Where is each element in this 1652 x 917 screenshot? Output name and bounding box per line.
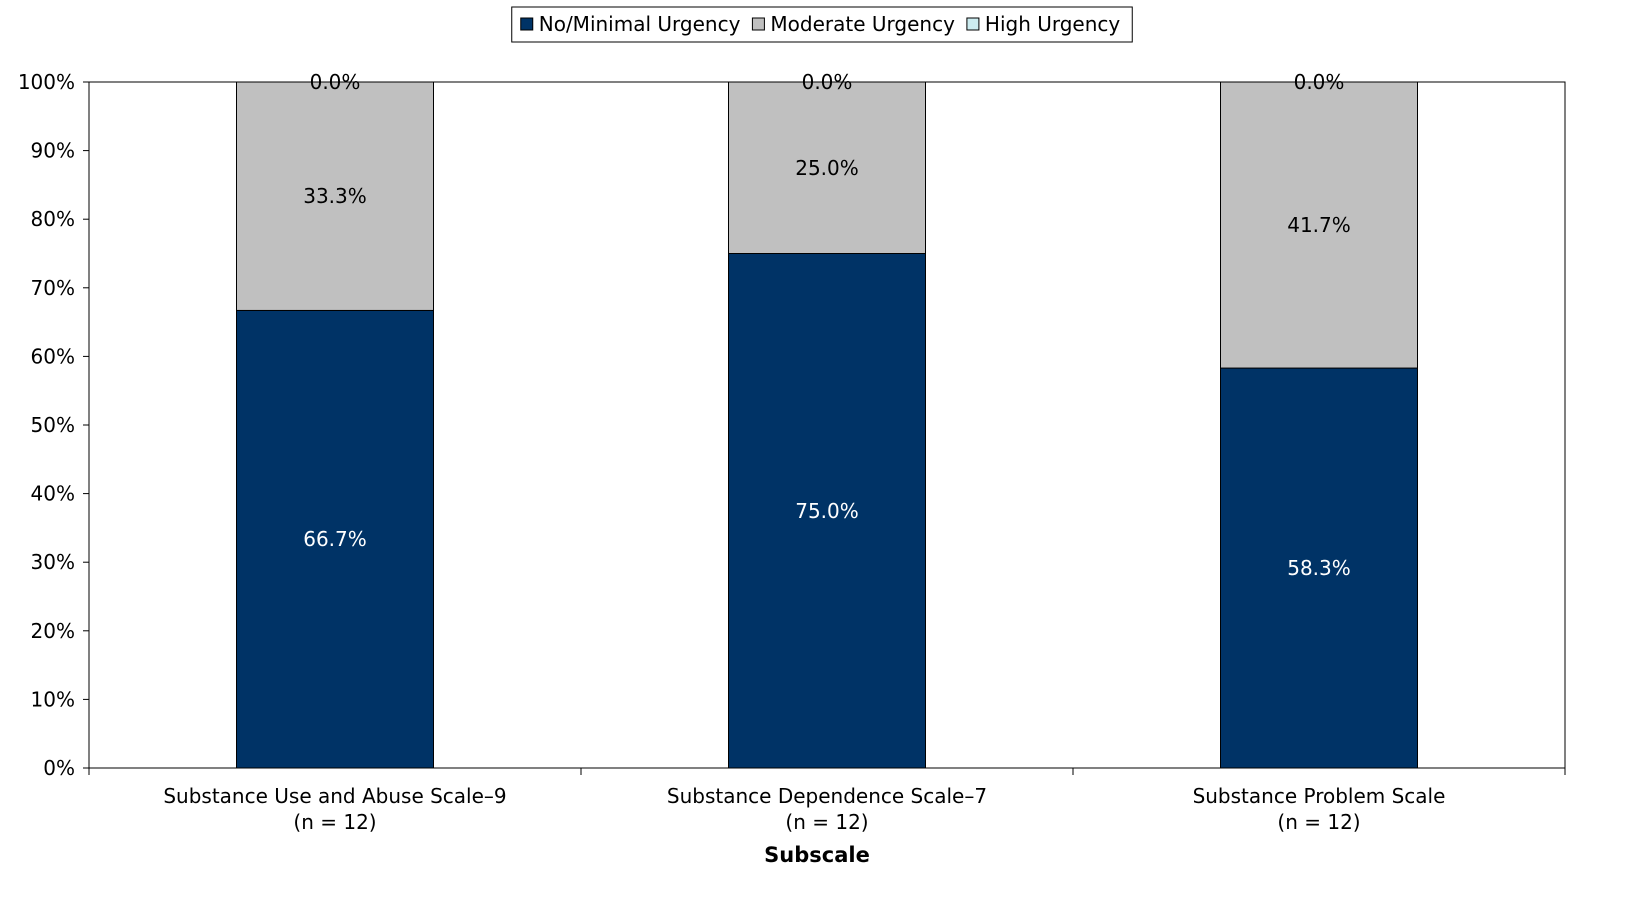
legend-label: Moderate Urgency <box>770 12 955 36</box>
legend-label: No/Minimal Urgency <box>539 12 741 36</box>
x-category-n-label: (n = 12) <box>785 810 868 834</box>
data-label: 33.3% <box>303 184 367 208</box>
y-tick-label: 20% <box>31 619 75 643</box>
y-tick-label: 50% <box>31 413 75 437</box>
x-category-label: Substance Dependence Scale–7 <box>667 784 987 808</box>
legend-swatch <box>752 18 764 30</box>
legend-swatch <box>967 18 979 30</box>
data-label: 41.7% <box>1287 213 1351 237</box>
data-label: 0.0% <box>802 70 853 94</box>
data-label: 0.0% <box>310 70 361 94</box>
x-category-label: Substance Problem Scale <box>1193 784 1446 808</box>
x-category-n-label: (n = 12) <box>1277 810 1360 834</box>
x-axis-title: Subscale <box>764 843 870 867</box>
y-tick-label: 10% <box>31 687 75 711</box>
y-tick-label: 40% <box>31 482 75 506</box>
y-tick-label: 70% <box>31 276 75 300</box>
data-label: 25.0% <box>795 156 859 180</box>
y-tick-label: 100% <box>18 70 75 94</box>
data-label: 0.0% <box>1294 70 1345 94</box>
y-tick-label: 80% <box>31 207 75 231</box>
x-category-n-label: (n = 12) <box>293 810 376 834</box>
legend-label: High Urgency <box>985 12 1121 36</box>
data-label: 58.3% <box>1287 556 1351 580</box>
x-category-label: Substance Use and Abuse Scale–9 <box>163 784 506 808</box>
data-label: 66.7% <box>303 527 367 551</box>
y-tick-label: 60% <box>31 344 75 368</box>
legend-swatch <box>521 18 533 30</box>
y-tick-label: 90% <box>31 139 75 163</box>
data-label: 75.0% <box>795 499 859 523</box>
y-tick-label: 0% <box>43 756 75 780</box>
y-tick-label: 30% <box>31 550 75 574</box>
